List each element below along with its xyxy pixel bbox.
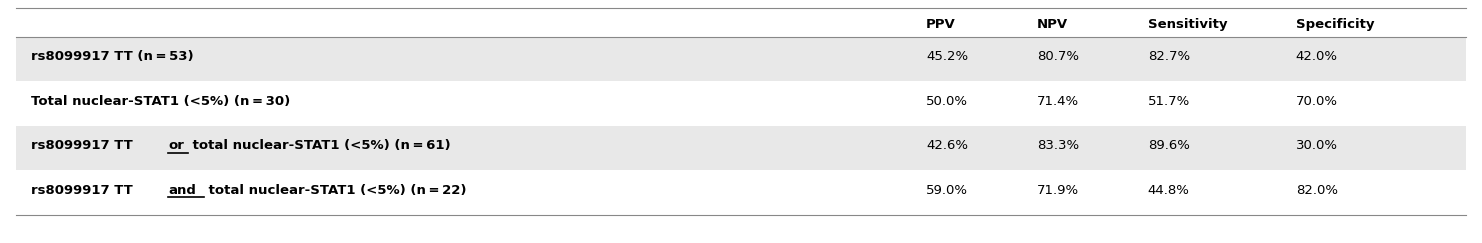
Text: and: and: [167, 184, 196, 197]
Text: rs8099917 TT: rs8099917 TT: [31, 184, 138, 197]
Text: 59.0%: 59.0%: [926, 184, 968, 197]
Text: 82.7%: 82.7%: [1147, 50, 1190, 63]
Text: Specificity: Specificity: [1295, 18, 1374, 31]
Text: 45.2%: 45.2%: [926, 50, 968, 63]
Text: 80.7%: 80.7%: [1037, 50, 1079, 63]
Text: rs8099917 TT (n = 53): rs8099917 TT (n = 53): [31, 50, 194, 63]
Text: 82.0%: 82.0%: [1295, 184, 1338, 197]
Text: NPV: NPV: [1037, 18, 1069, 31]
Text: 70.0%: 70.0%: [1295, 95, 1338, 108]
Text: 30.0%: 30.0%: [1295, 139, 1338, 152]
Text: 44.8%: 44.8%: [1147, 184, 1190, 197]
Text: or: or: [167, 139, 184, 152]
FancyBboxPatch shape: [16, 37, 1466, 81]
Text: 83.3%: 83.3%: [1037, 139, 1079, 152]
Text: total nuclear-STAT1 (<5%) (n = 61): total nuclear-STAT1 (<5%) (n = 61): [188, 139, 451, 152]
Text: total nuclear-STAT1 (<5%) (n = 22): total nuclear-STAT1 (<5%) (n = 22): [205, 184, 467, 197]
Text: Sensitivity: Sensitivity: [1147, 18, 1227, 31]
Text: rs8099917 TT: rs8099917 TT: [31, 139, 138, 152]
Text: 71.9%: 71.9%: [1037, 184, 1079, 197]
Text: 71.4%: 71.4%: [1037, 95, 1079, 108]
Text: 89.6%: 89.6%: [1147, 139, 1190, 152]
Text: 50.0%: 50.0%: [926, 95, 968, 108]
Text: Total nuclear-STAT1 (<5%) (n = 30): Total nuclear-STAT1 (<5%) (n = 30): [31, 95, 290, 108]
FancyBboxPatch shape: [16, 126, 1466, 170]
Text: PPV: PPV: [926, 18, 956, 31]
Text: 51.7%: 51.7%: [1147, 95, 1190, 108]
Text: 42.0%: 42.0%: [1295, 50, 1338, 63]
Text: 42.6%: 42.6%: [926, 139, 968, 152]
